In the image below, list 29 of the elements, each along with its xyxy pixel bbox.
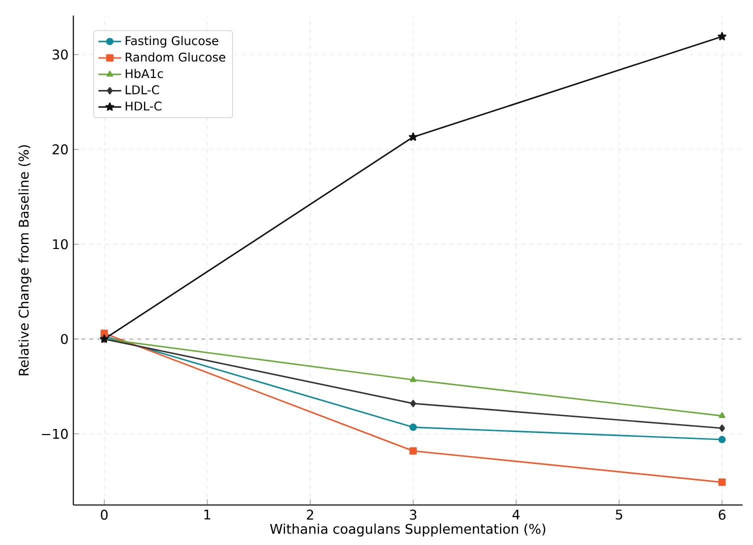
x-tick-label: 5 [616,510,622,520]
y-tick-label: 0 [61,334,68,344]
x-tick-label: 4 [512,510,520,520]
point [408,132,418,141]
x-tick-label: 6 [718,510,726,520]
x-tick-label: 1 [204,510,210,520]
y-tick-label: 10 [53,239,68,250]
point [409,447,417,455]
point [718,412,726,418]
y-tick-label: 20 [52,144,68,154]
legend-label: Fasting Glucose [126,36,218,48]
point [718,436,726,444]
y-axis-title: Relative Change from Baseline (%) [18,145,32,376]
y-tick-label: 30 [52,49,68,60]
legend-label: Random Glucose [126,52,226,62]
point [718,478,726,486]
point [410,376,416,382]
point [410,400,416,408]
legend-label: HDL-C [126,102,162,111]
x-tick-label: 3 [410,510,416,520]
x-axis-title: Withania coagulans Supplementation (%) [270,524,546,537]
y-tick-label: −10 [42,428,68,439]
point [718,32,726,40]
legend-label: HbA1c [126,68,163,78]
point [719,424,725,432]
x-tick-label: 0 [100,510,108,520]
point [409,424,417,431]
x-tick-label: 2 [306,510,314,520]
legend-label: LDL-C [126,85,160,94]
